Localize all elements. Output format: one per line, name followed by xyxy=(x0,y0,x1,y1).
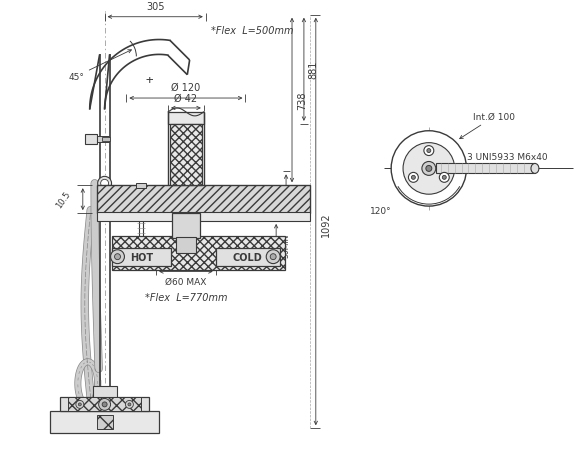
Bar xyxy=(170,124,202,186)
Bar xyxy=(111,236,285,270)
Circle shape xyxy=(266,250,280,264)
Circle shape xyxy=(125,400,134,409)
Text: 50MAX: 50MAX xyxy=(291,184,300,210)
Text: Ø60 MAX: Ø60 MAX xyxy=(165,277,207,286)
Bar xyxy=(216,248,280,266)
Text: 30MIN: 30MIN xyxy=(281,234,290,258)
Bar xyxy=(60,398,149,411)
Bar xyxy=(85,134,97,144)
Bar xyxy=(97,415,113,429)
Circle shape xyxy=(408,173,418,183)
Circle shape xyxy=(128,403,131,406)
Circle shape xyxy=(422,162,436,176)
Text: *Flex  L=770mm: *Flex L=770mm xyxy=(145,293,227,303)
Bar xyxy=(101,138,110,141)
Text: HOT: HOT xyxy=(130,252,153,262)
Circle shape xyxy=(270,254,276,260)
Bar xyxy=(176,237,196,253)
Bar xyxy=(97,136,108,143)
Text: 305: 305 xyxy=(146,2,165,12)
Circle shape xyxy=(442,176,447,180)
Circle shape xyxy=(111,250,124,264)
Text: 3 UNI5933 M6x40: 3 UNI5933 M6x40 xyxy=(447,152,547,165)
Text: COLD: COLD xyxy=(233,252,263,262)
Text: Ø 42: Ø 42 xyxy=(175,94,197,104)
Circle shape xyxy=(102,402,107,407)
Text: 120°: 120° xyxy=(370,207,391,216)
Circle shape xyxy=(403,143,455,195)
Text: 45°: 45° xyxy=(69,73,85,82)
Bar xyxy=(168,113,204,124)
Circle shape xyxy=(424,146,434,156)
Circle shape xyxy=(440,173,449,183)
Bar xyxy=(93,386,117,398)
Text: 10.5: 10.5 xyxy=(54,189,72,210)
Bar xyxy=(50,411,159,433)
Bar xyxy=(172,214,200,238)
Bar xyxy=(436,164,535,174)
Circle shape xyxy=(79,403,81,406)
Circle shape xyxy=(391,131,466,207)
Text: Ø 120: Ø 120 xyxy=(171,83,200,93)
Text: Int.Ø 100: Int.Ø 100 xyxy=(460,113,516,139)
Text: 881: 881 xyxy=(309,61,319,79)
Circle shape xyxy=(114,254,121,260)
Text: 738: 738 xyxy=(297,92,307,110)
Bar xyxy=(68,398,141,411)
Text: +: + xyxy=(145,74,153,87)
Text: 1092: 1092 xyxy=(321,212,331,237)
Circle shape xyxy=(98,177,111,191)
Bar xyxy=(111,248,171,266)
Circle shape xyxy=(411,176,415,180)
Circle shape xyxy=(76,400,84,409)
Circle shape xyxy=(426,166,432,172)
Circle shape xyxy=(427,149,431,153)
Text: *Flex  L=500mm: *Flex L=500mm xyxy=(211,26,293,36)
Ellipse shape xyxy=(531,164,539,174)
Bar xyxy=(97,186,310,214)
Bar xyxy=(137,184,146,189)
Bar xyxy=(97,212,310,221)
Circle shape xyxy=(98,399,111,410)
Circle shape xyxy=(101,180,108,188)
